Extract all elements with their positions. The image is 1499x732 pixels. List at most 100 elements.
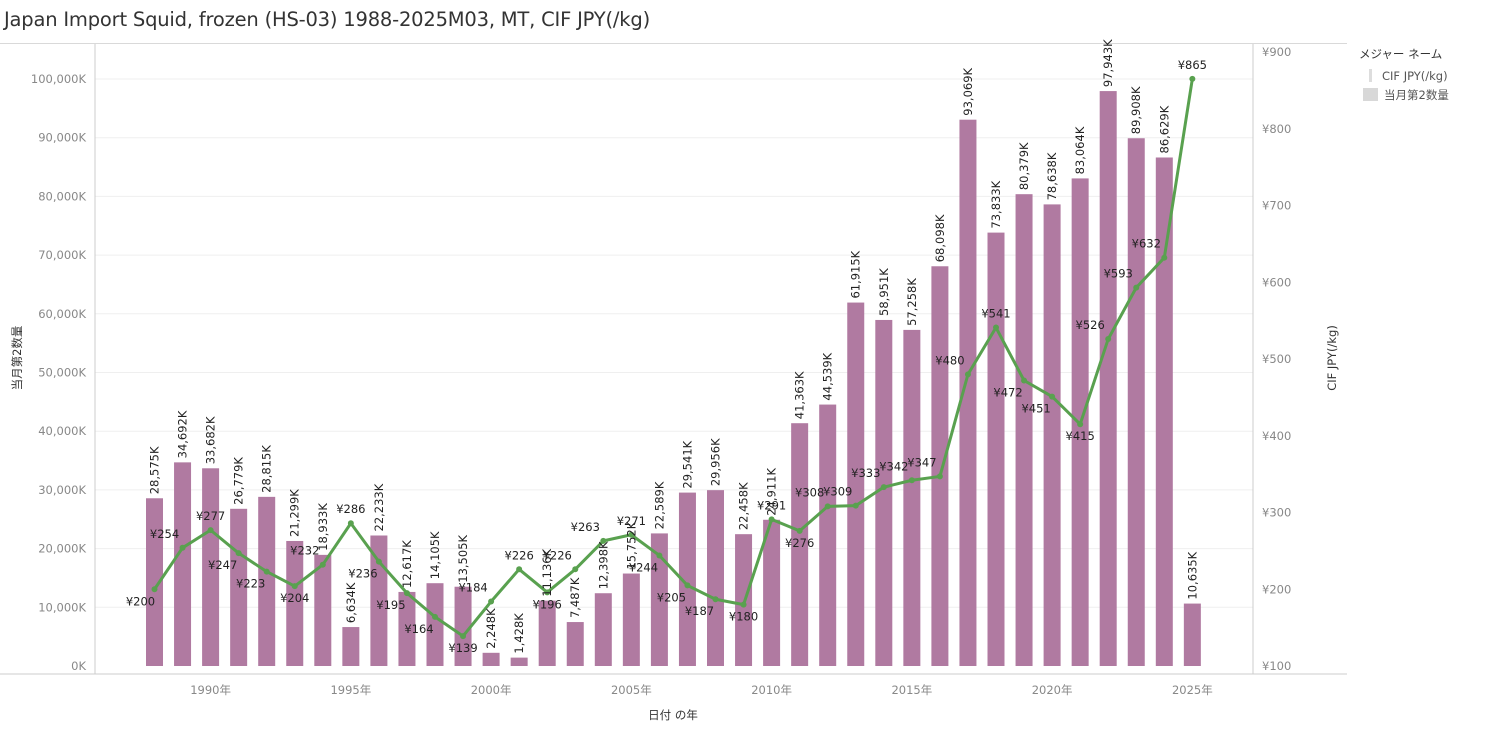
y-left-tick-label: 70,000K (38, 248, 86, 262)
x-tick-label: 1990年 (190, 683, 231, 697)
bar[interactable] (426, 583, 444, 666)
bar[interactable] (594, 593, 612, 666)
line-point[interactable] (656, 552, 663, 559)
bar[interactable] (1155, 157, 1173, 666)
line-point[interactable] (151, 586, 158, 593)
line-point[interactable] (207, 527, 214, 534)
line-point[interactable] (824, 503, 831, 510)
y-left-tick-label: 10,000K (38, 600, 86, 614)
bar[interactable] (454, 586, 472, 666)
line-point[interactable] (432, 613, 438, 620)
line-point[interactable] (880, 484, 887, 491)
bar[interactable] (847, 302, 865, 666)
bar-series (146, 91, 1201, 667)
line-data-label: ¥226 (543, 548, 572, 562)
y-left-tick-label: 20,000K (38, 542, 86, 556)
bar-data-label: 7,487K (568, 577, 582, 618)
bar[interactable] (650, 533, 668, 666)
bar[interactable] (875, 319, 893, 666)
bar[interactable] (566, 622, 584, 666)
bar[interactable] (342, 627, 360, 666)
line-data-label: ¥184 (458, 581, 487, 595)
line-point[interactable] (1077, 421, 1084, 428)
bar[interactable] (903, 329, 921, 666)
line-point[interactable] (1021, 377, 1028, 384)
legend-item-cif[interactable]: CIF JPY(/kg) (1359, 66, 1449, 85)
y-left-tick-label: 30,000K (38, 483, 86, 497)
line-point[interactable] (179, 544, 186, 551)
line-point[interactable] (740, 601, 747, 608)
x-tick-label: 2005年 (611, 683, 652, 697)
bar[interactable] (763, 519, 781, 666)
line-point[interactable] (1189, 75, 1196, 82)
line-data-label: ¥347 (907, 455, 936, 469)
y-right-tick-label: ¥200 (1262, 582, 1291, 596)
line-point[interactable] (319, 561, 326, 568)
line-point[interactable] (1161, 254, 1168, 261)
line-point[interactable] (572, 566, 579, 573)
line-point[interactable] (488, 598, 495, 605)
bar-data-label: 11,136K (540, 548, 554, 596)
y-left-tick-label: 40,000K (38, 424, 86, 438)
bar-data-label: 14,105K (428, 531, 442, 579)
line-point[interactable] (1133, 284, 1140, 291)
bar-data-label: 58,951K (877, 268, 891, 316)
line-point[interactable] (1049, 393, 1056, 400)
bar[interactable] (987, 232, 1005, 667)
line-point[interactable] (460, 633, 467, 640)
line-point[interactable] (291, 583, 298, 590)
line-point[interactable] (908, 477, 915, 484)
line-data-label: ¥195 (376, 598, 405, 612)
line-point[interactable] (796, 527, 803, 534)
bar[interactable] (1099, 91, 1117, 667)
price-line[interactable] (153, 78, 1194, 638)
legend-item-quantity[interactable]: 当月第2数量 (1359, 85, 1449, 104)
line-point[interactable] (628, 531, 635, 538)
line-point[interactable] (375, 558, 382, 565)
bar[interactable] (482, 652, 500, 666)
line-data-label: ¥236 (348, 567, 377, 581)
line-point[interactable] (347, 520, 354, 527)
bar[interactable] (258, 496, 276, 666)
bar[interactable] (538, 600, 556, 666)
line-point[interactable] (768, 516, 775, 523)
line-data-label: ¥139 (448, 641, 477, 655)
line-point[interactable] (600, 537, 607, 544)
line-point[interactable] (936, 473, 943, 480)
bar[interactable] (146, 498, 163, 666)
bar[interactable] (931, 266, 949, 666)
bar[interactable] (314, 554, 332, 666)
bar[interactable] (707, 490, 724, 666)
line-point[interactable] (712, 596, 719, 603)
bar[interactable] (791, 423, 809, 666)
bar[interactable] (678, 492, 696, 666)
y-right-tick-label: ¥900 (1262, 45, 1291, 59)
line-point[interactable] (263, 568, 270, 575)
bar[interactable] (622, 573, 640, 666)
line-point[interactable] (852, 502, 859, 509)
bar[interactable] (1183, 603, 1201, 666)
bar[interactable] (1127, 138, 1145, 666)
line-point[interactable] (403, 590, 410, 597)
bar[interactable] (819, 404, 837, 666)
line-point[interactable] (964, 371, 971, 378)
line-point[interactable] (684, 582, 691, 589)
bar[interactable] (1043, 204, 1061, 666)
bar[interactable] (398, 591, 416, 666)
bar[interactable] (286, 540, 304, 666)
line-point[interactable] (235, 550, 242, 557)
bar-data-label: 93,069K (961, 67, 975, 115)
line-data-label: ¥164 (404, 622, 433, 636)
bar[interactable] (202, 468, 220, 666)
line-point[interactable] (993, 324, 999, 331)
bar[interactable] (510, 657, 528, 666)
bar[interactable] (174, 462, 192, 666)
bar-data-label: 21,299K (288, 489, 302, 537)
bar[interactable] (959, 119, 977, 667)
line-point[interactable] (544, 589, 551, 596)
line-point[interactable] (516, 566, 523, 573)
line-data-label: ¥223 (236, 577, 265, 591)
line-point[interactable] (1105, 336, 1112, 343)
line-data-label: ¥526 (1076, 318, 1105, 332)
bar[interactable] (1015, 194, 1033, 666)
